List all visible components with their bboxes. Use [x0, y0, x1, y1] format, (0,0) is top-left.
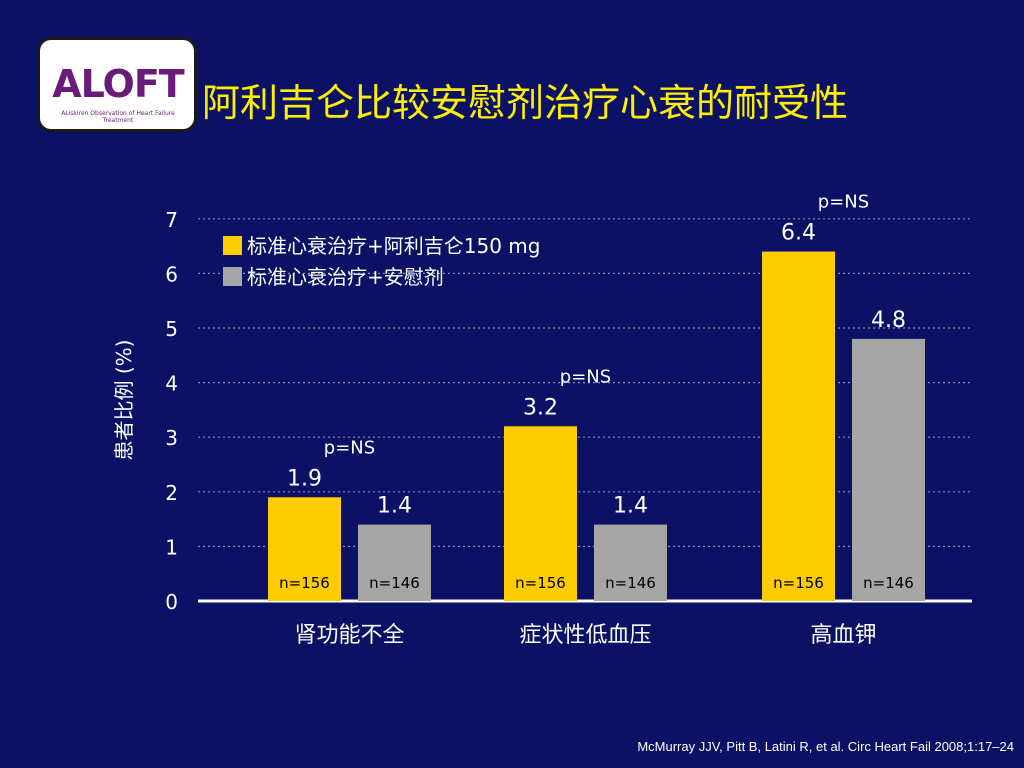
logo-subtitle: ALiskiren Observation of Heart Failure T… — [61, 110, 175, 124]
p-value-label: p=NS — [818, 192, 869, 213]
bar — [594, 524, 667, 601]
aloft-logo: ALOFT ALiskiren Observation of Heart Fai… — [37, 37, 197, 132]
citation: McMurray JJV, Pitt B, Latini R, et al. C… — [637, 739, 1014, 754]
bar — [358, 524, 431, 601]
sample-size-label: n=156 — [773, 574, 824, 592]
bar — [762, 251, 835, 601]
data-label: 3.2 — [523, 395, 558, 420]
y-tick-label: 7 — [165, 208, 178, 232]
legend-label: 标准心衰治疗+阿利吉仑150 mg — [247, 234, 540, 258]
data-label: 4.8 — [871, 308, 906, 333]
data-label: 1.9 — [287, 466, 322, 491]
sample-size-label: n=146 — [605, 574, 656, 592]
y-tick-label: 6 — [165, 262, 178, 286]
legend-swatch — [223, 267, 242, 286]
sample-size-label: n=146 — [369, 574, 420, 592]
data-label: 6.4 — [781, 221, 816, 246]
y-tick-label: 4 — [165, 372, 178, 396]
data-label: 1.4 — [377, 494, 412, 519]
slide-title: 阿利吉仑比较安慰剂治疗心衰的耐受性 — [202, 81, 849, 125]
y-tick-label: 3 — [165, 426, 178, 450]
legend-label: 标准心衰治疗+安慰剂 — [247, 265, 444, 289]
p-value-label: p=NS — [324, 437, 375, 458]
bar — [852, 338, 925, 601]
sample-size-label: n=156 — [515, 574, 566, 592]
bar — [268, 497, 341, 601]
y-tick-label: 0 — [165, 590, 178, 614]
sample-size-label: n=146 — [863, 574, 914, 592]
y-axis-label: 患者比例 (%) — [112, 340, 136, 461]
p-value-label: p=NS — [560, 366, 611, 387]
bar — [504, 426, 577, 601]
y-tick-label: 5 — [165, 317, 178, 341]
category-label: 症状性低血压 — [519, 623, 651, 648]
data-label: 1.4 — [613, 494, 648, 519]
sample-size-label: n=156 — [279, 574, 330, 592]
category-label: 肾功能不全 — [294, 623, 404, 648]
category-label: 高血钾 — [810, 623, 876, 648]
y-tick-label: 1 — [165, 535, 178, 559]
legend-swatch — [223, 236, 242, 255]
logo-word: ALOFT — [52, 62, 184, 106]
y-tick-label: 2 — [165, 481, 178, 505]
